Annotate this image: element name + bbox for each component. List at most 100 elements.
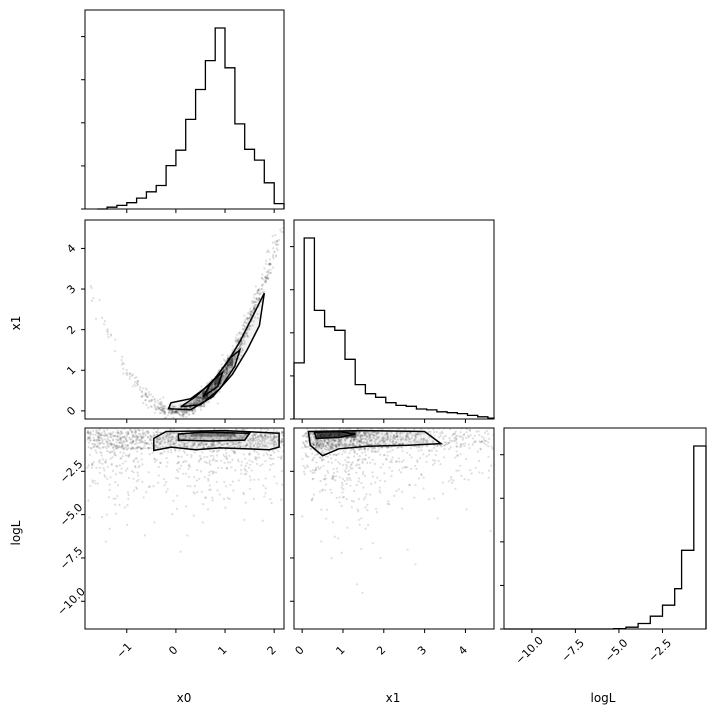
scatter-point [193, 442, 196, 445]
scatter-point [320, 489, 323, 492]
scatter-point [260, 433, 263, 436]
hist-bar [137, 198, 147, 209]
scatter-point [98, 471, 101, 474]
scatter-point [116, 494, 119, 498]
scatter-point [424, 441, 428, 445]
scatter-point [356, 459, 359, 462]
scatter-point [379, 466, 382, 469]
scatter-point [361, 461, 364, 465]
scatter-point [332, 471, 336, 475]
scatter-point [273, 436, 276, 439]
scatter-point [210, 435, 213, 438]
scatter-point [440, 430, 443, 433]
scatter-point [240, 331, 243, 334]
scatter-point [490, 445, 493, 448]
scatter-point [385, 435, 388, 438]
scatter-point [270, 442, 273, 445]
scatter-point [272, 247, 275, 250]
scatter-point [181, 434, 184, 437]
scatter-point [338, 444, 341, 447]
scatter-point [182, 413, 186, 416]
scatter-point [319, 441, 322, 444]
scatter-point [203, 456, 206, 459]
scatter-point [172, 436, 175, 439]
scatter-point [302, 470, 306, 473]
scatter-point [124, 446, 127, 449]
scatter-point [197, 400, 200, 403]
scatter-point [330, 557, 333, 560]
scatter-point [153, 398, 156, 402]
scatter-point [184, 411, 187, 414]
scatter-point [368, 431, 371, 434]
scatter-point [192, 401, 196, 404]
hist-bar [255, 160, 265, 209]
scatter-point [443, 448, 446, 451]
scatter-point [198, 455, 201, 458]
scatter-point [362, 437, 365, 440]
scatter-point [176, 409, 179, 412]
scatter-point [126, 430, 129, 433]
scatter-point [489, 529, 492, 533]
scatter-point [345, 463, 348, 466]
scatter-point [145, 395, 148, 398]
scatter-point [275, 243, 278, 246]
scatter-point [200, 441, 204, 444]
scatter-point [265, 250, 269, 253]
scatter-point [390, 461, 393, 464]
scatter-point [185, 415, 188, 419]
scatter-point [176, 411, 179, 414]
scatter-point [249, 437, 252, 440]
scatter-point [168, 435, 171, 438]
scatter-point [311, 497, 314, 500]
scatter-point [423, 438, 426, 442]
scatter-point [304, 467, 307, 470]
scatter-point [357, 439, 360, 442]
scatter-point [239, 333, 242, 336]
scatter-point [455, 445, 458, 448]
scatter-point [153, 404, 156, 407]
scatter-point [95, 445, 98, 448]
scatter-point [377, 436, 380, 439]
scatter-point [114, 512, 117, 515]
scatter-point [105, 513, 108, 516]
scatter-point [263, 495, 266, 498]
scatter-point [305, 126, 307, 128]
scatter-point [345, 471, 348, 474]
scatter-point [200, 408, 203, 411]
scatter-point [402, 459, 405, 462]
scatter-point [111, 443, 114, 446]
scatter-point [234, 452, 237, 455]
scatter-point [200, 397, 203, 400]
scatter-point [377, 440, 380, 443]
scatter-point [197, 395, 200, 399]
scatter-point [101, 439, 104, 442]
scatter-point [439, 463, 442, 466]
scatter-point [201, 404, 204, 408]
scatter-point [115, 464, 118, 467]
scatter-point [175, 507, 179, 510]
scatter-point [327, 438, 330, 441]
scatter-point [365, 442, 368, 445]
hist-bar [215, 28, 225, 209]
scatter-point [246, 317, 250, 320]
scatter-point [87, 432, 90, 435]
scatter-point [257, 438, 260, 441]
scatter-point [338, 462, 342, 465]
scatter-point [250, 469, 253, 472]
scatter-point [187, 441, 190, 444]
scatter-point [189, 403, 192, 406]
hist-bar [176, 150, 186, 209]
scatter-point [369, 443, 372, 446]
scatter-point [147, 446, 150, 449]
scatter-point [112, 435, 115, 438]
scatter-point [398, 469, 401, 472]
scatter-point [452, 440, 455, 443]
scatter-point [116, 435, 119, 438]
scatter-point [205, 435, 209, 438]
scatter-point [180, 411, 183, 414]
scatter-point [167, 438, 170, 441]
scatter-point [179, 414, 182, 417]
scatter-point [399, 433, 402, 436]
scatter-point [331, 446, 334, 449]
scatter-point [181, 414, 184, 417]
